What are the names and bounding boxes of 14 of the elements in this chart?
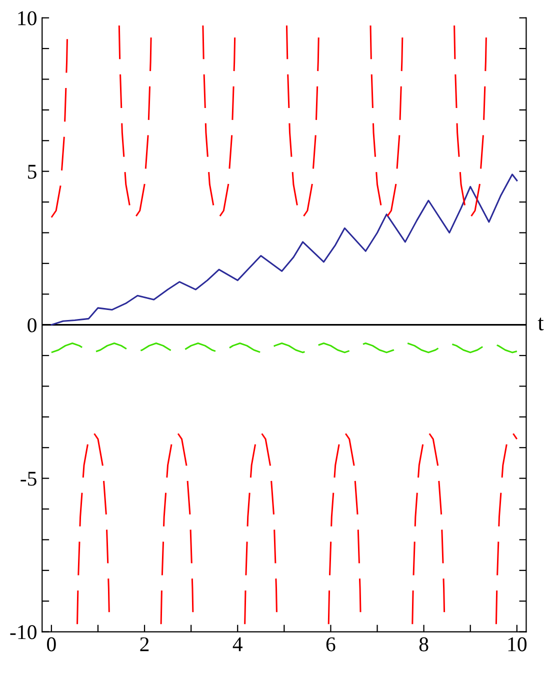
x-tick-label: 6 [326,637,336,652]
y-tick-label: 10 [18,11,36,26]
y-tick-label: 0 [28,318,36,332]
line-series [50,174,518,326]
x-tick-label: 10 [508,637,527,652]
x-tick-label: 4 [232,637,242,652]
y-tick-label: -10 [10,625,36,640]
x-tick-label: 2 [140,637,149,652]
y-tick-label: 5 [28,164,36,179]
x-axis-title: t [538,318,544,330]
y-tick-label: -5 [20,472,36,486]
line-series [50,342,518,354]
x-tick-label: 0 [47,637,56,652]
x-tick-label: 8 [419,637,428,652]
